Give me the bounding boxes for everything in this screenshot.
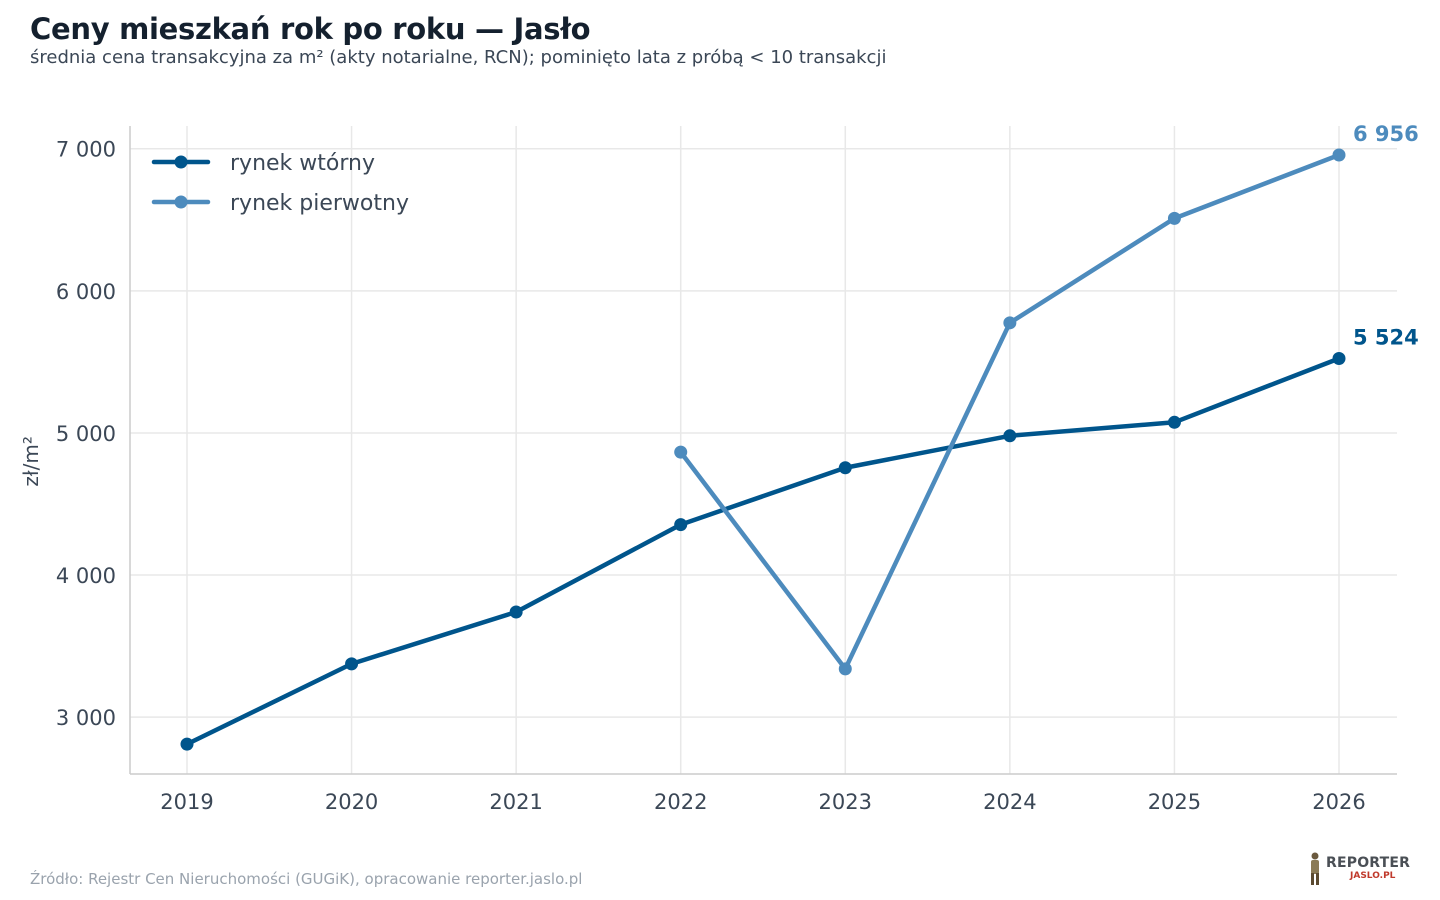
- end-value-label: 6 956: [1353, 122, 1419, 146]
- y-tick-label: 7 000: [56, 138, 116, 162]
- data-point: [1167, 211, 1181, 225]
- data-point: [674, 518, 688, 532]
- y-tick-label: 6 000: [56, 280, 116, 304]
- data-point: [1332, 148, 1346, 162]
- source-note: Źródło: Rejestr Cen Nieruchomości (GUGiK…: [30, 870, 583, 888]
- logo-text-domain: JASLO.PL: [1350, 871, 1396, 881]
- data-point: [509, 605, 523, 619]
- x-tick-label: 2025: [1148, 790, 1201, 814]
- x-tick-label: 2019: [160, 790, 213, 814]
- y-tick-label: 5 000: [56, 422, 116, 446]
- data-point: [838, 662, 852, 676]
- x-tick-label: 2020: [325, 790, 378, 814]
- y-tick-label: 4 000: [56, 564, 116, 588]
- x-tick-label: 2022: [654, 790, 707, 814]
- data-point: [838, 461, 852, 475]
- x-tick-label: 2026: [1312, 790, 1365, 814]
- reporter-figure-icon: [1311, 852, 1319, 885]
- data-point: [1003, 429, 1017, 443]
- x-tick-label: 2024: [983, 790, 1036, 814]
- data-point: [345, 657, 359, 671]
- legend-label: rynek wtórny: [230, 151, 375, 176]
- end-value-label: 5 524: [1353, 325, 1419, 349]
- logo-text-reporter: REPORTER: [1326, 855, 1411, 871]
- legend-swatch-marker: [174, 155, 188, 169]
- x-tick-label: 2023: [819, 790, 872, 814]
- chart-subtitle: średnia cena transakcyjna za m² (akty no…: [30, 47, 887, 68]
- data-point: [674, 445, 688, 459]
- chart-title: Ceny mieszkań rok po roku — Jasło: [30, 12, 591, 46]
- data-point: [1003, 316, 1017, 330]
- legend-label: rynek pierwotny: [230, 191, 409, 216]
- data-point: [180, 737, 194, 751]
- data-point: [1167, 415, 1181, 429]
- y-tick-label: 3 000: [56, 706, 116, 730]
- y-axis-label: zł/m²: [19, 436, 43, 486]
- x-tick-label: 2021: [489, 790, 542, 814]
- legend-swatch-marker: [174, 195, 188, 209]
- reporter-logo[interactable]: REPORTER JASLO.PL: [1306, 849, 1418, 889]
- data-point: [1332, 351, 1346, 365]
- series-line-0: [184, 356, 1342, 747]
